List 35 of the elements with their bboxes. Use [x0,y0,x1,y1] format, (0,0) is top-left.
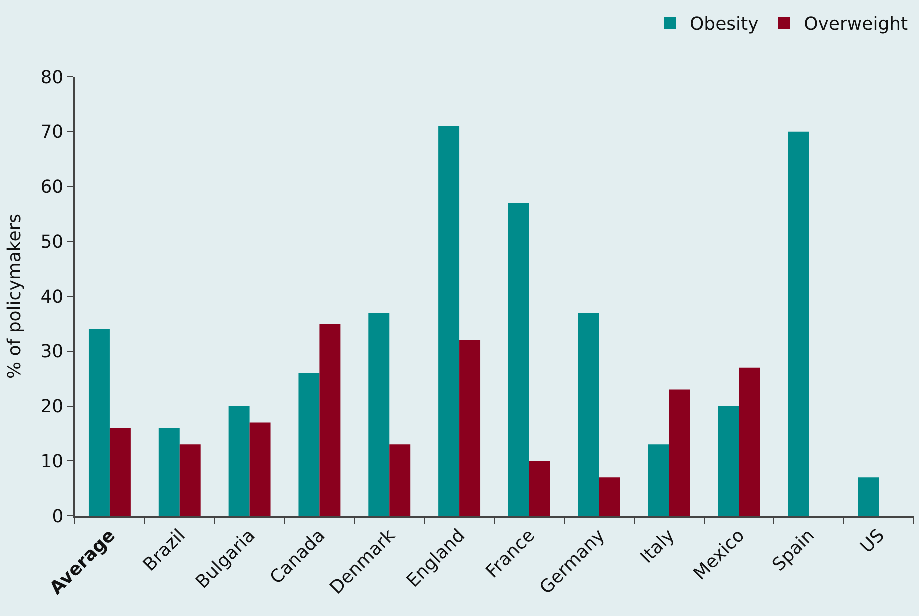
bar [368,312,390,516]
bar [158,428,180,516]
bar [460,340,481,516]
y-tick-label: 40 [40,286,64,308]
bar [669,390,690,516]
bar [858,478,880,516]
y-tick-label: 50 [40,232,64,253]
bar [228,406,250,516]
bar [438,126,460,516]
bar [390,444,411,516]
bar [110,428,131,516]
y-tick-label: 70 [40,122,64,144]
bar [599,478,620,516]
bar [739,368,760,516]
y-axis-title: % of policymakers [4,214,26,380]
bar [180,444,201,516]
y-tick-label: 20 [40,396,64,418]
bar [320,324,341,516]
y-tick-label: 10 [40,451,64,472]
bar [718,406,740,516]
bar [648,444,670,516]
bar [529,461,550,516]
bar [578,312,600,516]
legend-label: Obesity [690,14,760,36]
bar [508,203,530,516]
y-tick-label: 0 [52,506,64,528]
y-tick-label: 30 [40,342,64,363]
y-tick-label: 80 [40,67,64,88]
bar [298,373,320,516]
bar [788,132,810,516]
legend-label: Overweight [804,14,908,36]
bar [88,329,110,516]
x-tick-label: US [856,525,889,558]
y-tick-label: 60 [40,177,64,198]
bar [250,422,271,516]
